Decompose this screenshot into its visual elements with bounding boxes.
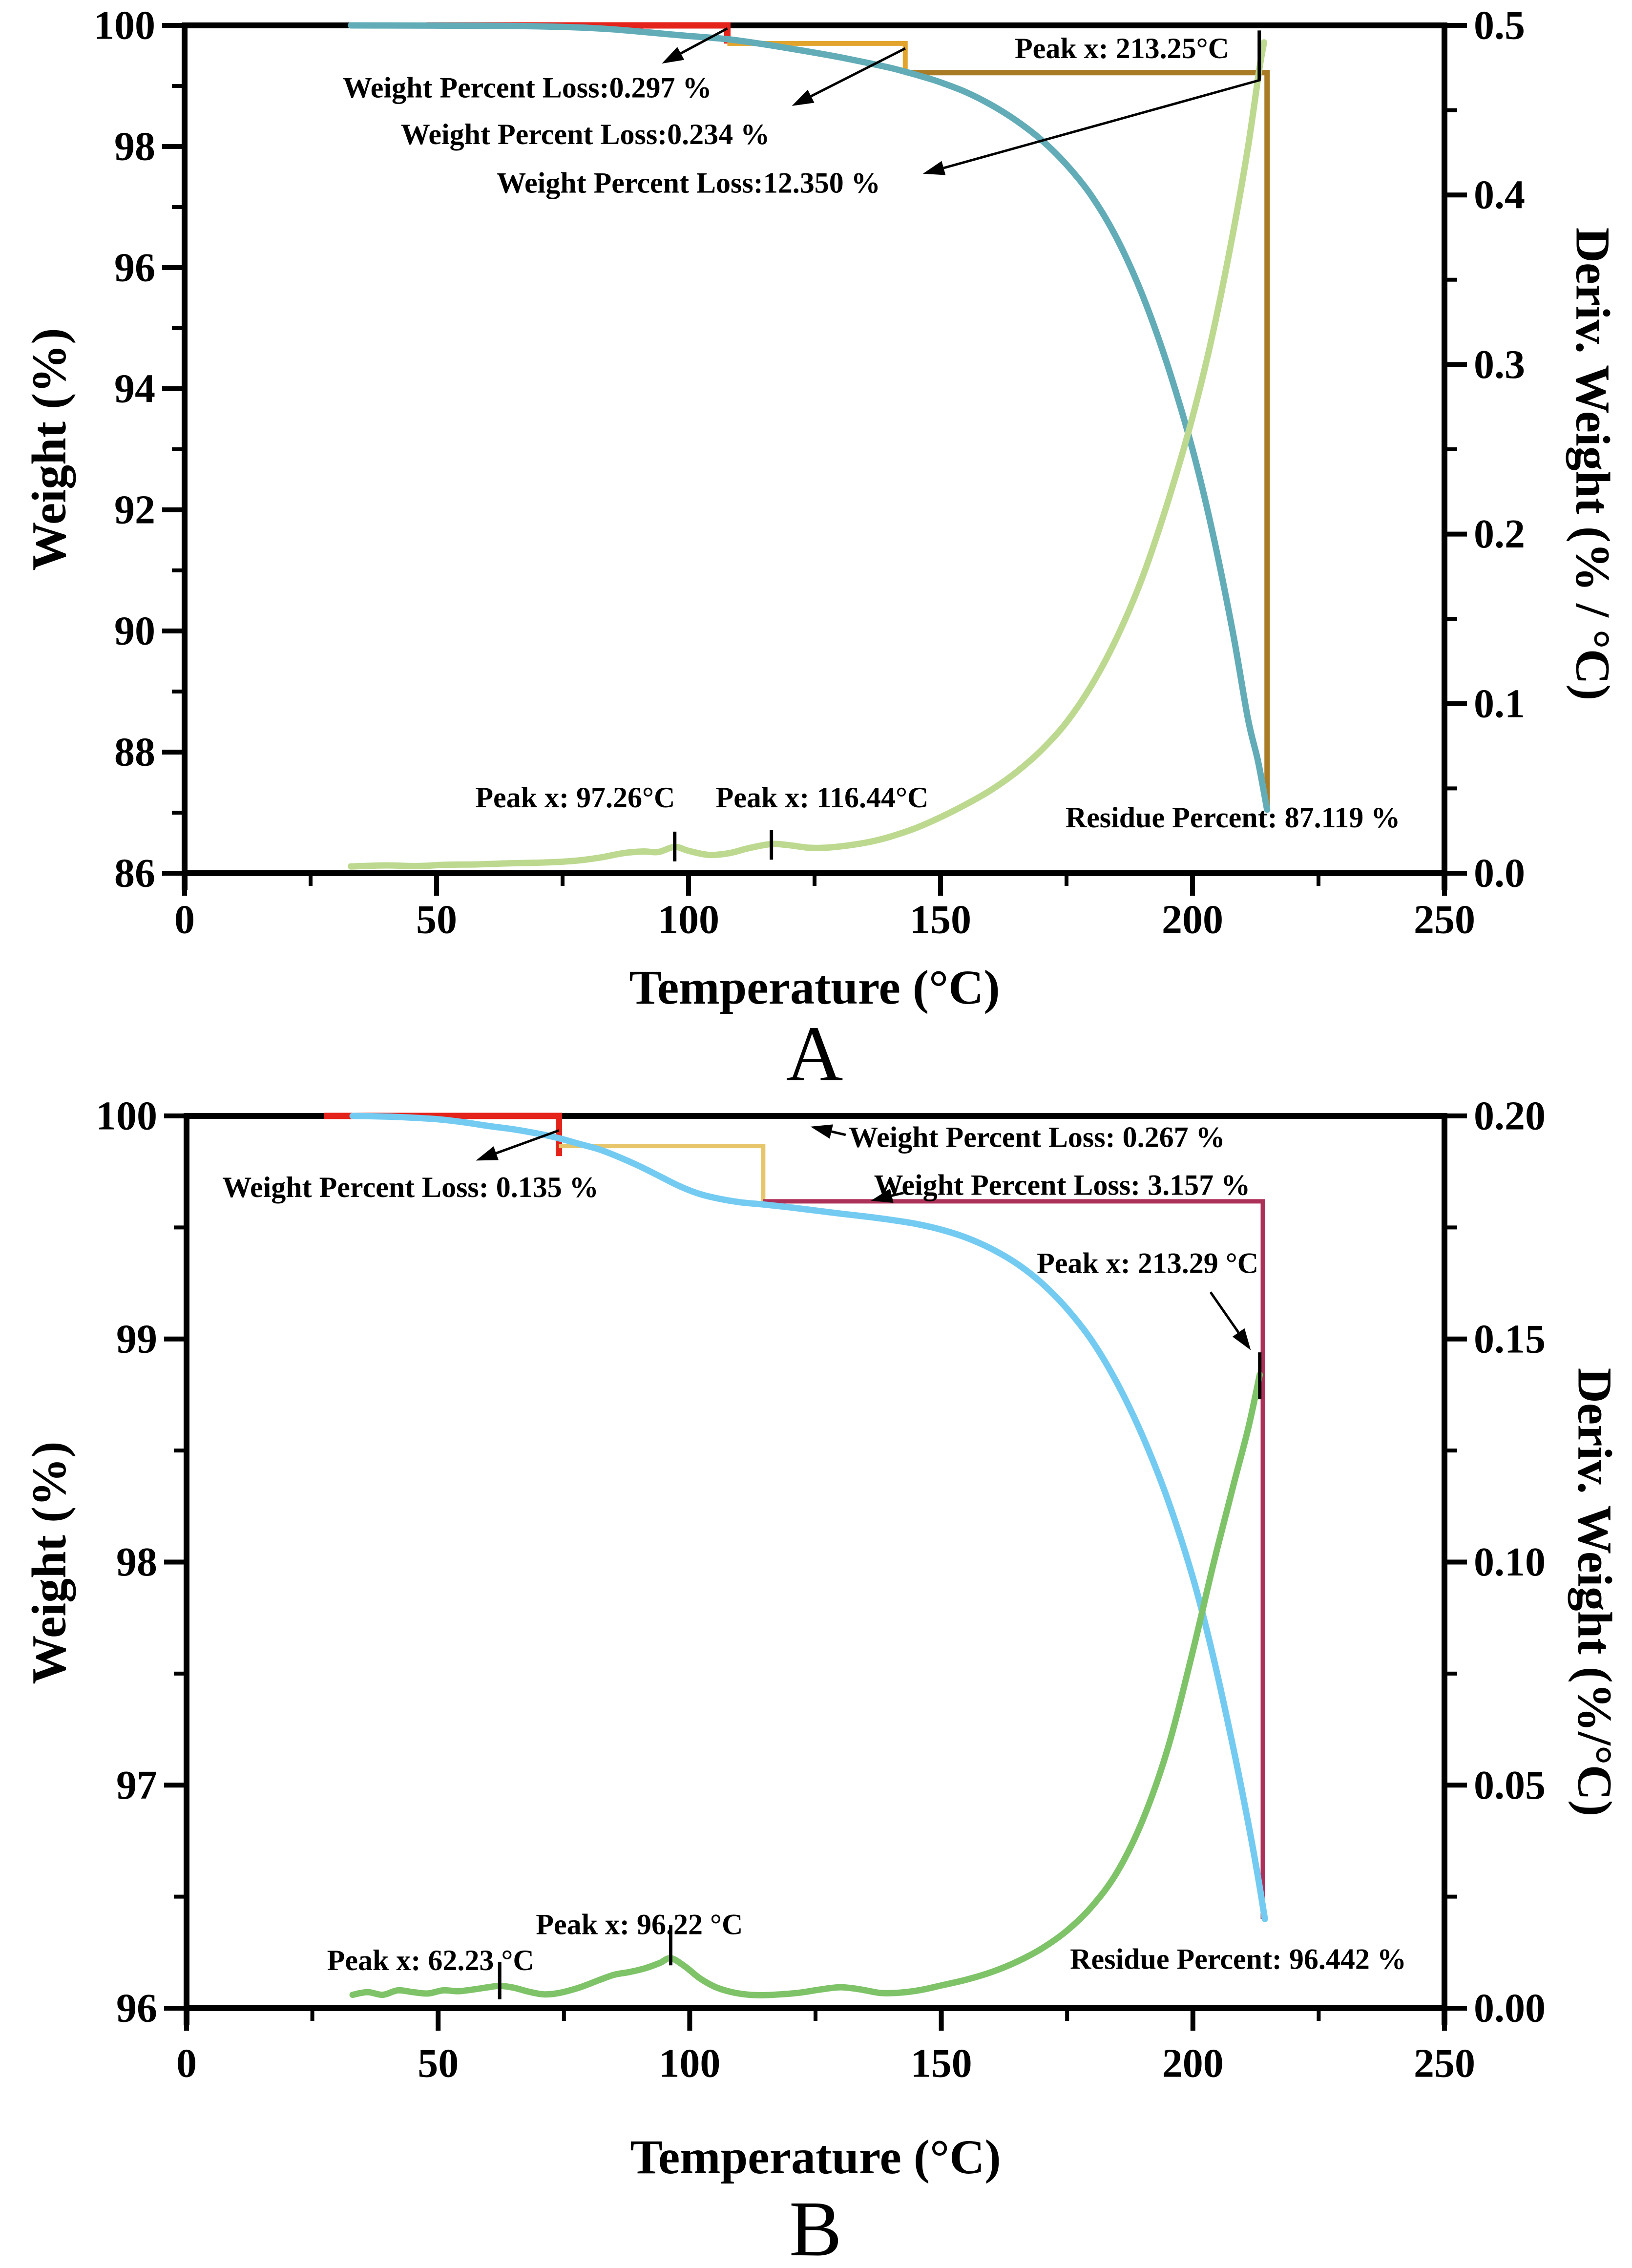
panel-a: 0 50 100 150 200 250 86 88 90 92 94 96 98 100 0.0 0.1 0.… [0, 0, 1632, 1099]
x-axis-title: Temperature (°C) [629, 960, 1000, 1014]
annotation-arrow-head [476, 1146, 499, 1161]
annotation-arrow-head [922, 161, 946, 175]
annotation-text: Peak x: 116.44°C [716, 781, 929, 814]
x-tick-label: 0 [174, 897, 195, 943]
annotation-text: Weight Percent Loss:12.350 % [497, 167, 880, 199]
annotation-text: Peak x: 97.26°C [475, 781, 675, 814]
x-tick-label: 0 [176, 2041, 197, 2086]
annotation-text: Peak x: 96.22 °C [536, 1909, 743, 1941]
annotation-text: Weight Percent Loss:0.297 % [343, 72, 711, 104]
x-tick-label: 150 [910, 897, 971, 943]
weight-loss-bracket-loss-2 [559, 1144, 766, 1201]
y-tick-label: 96 [116, 1986, 157, 2031]
x-tick-label: 100 [658, 897, 719, 943]
x-axis-title: Temperature (°C) [630, 2130, 1001, 2184]
weight-loss-bracket-loss-3 [763, 1199, 1265, 1919]
y-tick-label: 100 [96, 1099, 157, 1139]
panel-letter: A [786, 1010, 843, 1098]
y-tick-label: 88 [114, 730, 155, 775]
y2-tick-label: 0.15 [1474, 1316, 1546, 1362]
annotation-arrow-head [1232, 1328, 1251, 1350]
y-tick-label: 90 [114, 609, 155, 654]
y-axis-title: Weight (%) [22, 1441, 76, 1684]
y-tick-label: 97 [116, 1763, 157, 1808]
annotation-arrow-line [943, 79, 1261, 169]
x-tick-label: 200 [1162, 897, 1223, 943]
dtg-curve [348, 39, 1268, 870]
y2-tick-label: 0.00 [1474, 1986, 1546, 2031]
weight-loss-bracket-loss-3 [905, 70, 1270, 810]
y-axis-title: Weight (%) [22, 328, 76, 570]
annotation-text: Weight Percent Loss: 3.157 % [874, 1169, 1250, 1201]
tg-curve [349, 1113, 1268, 1922]
y2-tick-label: 0.05 [1474, 1763, 1546, 1808]
x-tick-label: 250 [1414, 897, 1475, 943]
tg-curve [348, 22, 1271, 813]
annotation-text: Weight Percent Loss: 0.135 % [222, 1171, 598, 1203]
x-tick-label: 100 [659, 2041, 720, 2086]
annotation-arrow-line [891, 1192, 904, 1197]
y2-tick-label: 0.2 [1474, 511, 1525, 557]
annotation-arrow-head [792, 89, 815, 106]
panel-letter: B [789, 2185, 842, 2268]
annotation-arrow-line [810, 47, 906, 98]
dtg-curve [349, 1371, 1263, 1999]
y-tick-label: 98 [116, 1539, 157, 1585]
y2-tick-label: 0.20 [1474, 1099, 1546, 1139]
y-tick-label: 100 [94, 3, 155, 48]
y2-tick-label: 0.1 [1474, 681, 1525, 726]
x-tick-label: 250 [1414, 2041, 1475, 2086]
annotation-arrow-head [871, 1188, 894, 1203]
y2-tick-label: 0.10 [1474, 1539, 1546, 1585]
x-tick-label: 200 [1162, 2041, 1224, 2086]
y-tick-label: 94 [114, 366, 155, 412]
annotation-text: Peak x: 62.23 °C [327, 1944, 534, 1976]
annotation-arrow-line [495, 1129, 560, 1155]
y2-tick-label: 0.4 [1474, 172, 1525, 218]
x-tick-label: 50 [418, 2041, 459, 2086]
x-tick-label: 150 [911, 2041, 972, 2086]
annotation-arrow-line [680, 27, 728, 55]
annotation-text: Residue Percent: 87.119 % [1066, 801, 1400, 834]
y2-tick-label: 0.5 [1474, 3, 1525, 48]
annotation-text: Weight Percent Loss: 0.267 % [849, 1121, 1225, 1153]
y2-tick-label: 0.0 [1474, 851, 1525, 896]
y2-axis-title: Deriv. Weight (%/°C) [1568, 1368, 1622, 1817]
annotation-text: Residue Percent: 96.442 % [1070, 1943, 1406, 1975]
y2-tick-label: 0.3 [1474, 342, 1525, 387]
y2-axis-title: Deriv. Weight (% / °C) [1566, 228, 1620, 701]
annotation-arrow-head [810, 1124, 833, 1139]
panel-b: 0 50 100 150 200 250 96 97 98 99 100 0.00 0.05 0.10 0.… [0, 1099, 1632, 2268]
annotation-arrow-line [1209, 1291, 1240, 1333]
x-tick-label: 50 [416, 897, 457, 943]
annotation-text: Peak x: 213.25°C [1015, 32, 1229, 64]
y-tick-label: 92 [114, 487, 155, 533]
y-tick-label: 86 [114, 851, 155, 896]
panel-a-chart: 0 50 100 150 200 250 86 88 90 92 94 96 98 100 0.0 0.1 0.… [22, 3, 1620, 1098]
annotation-text: Peak x: 213.29 °C [1037, 1247, 1258, 1279]
y-tick-label: 96 [114, 245, 155, 291]
annotation-text: Weight Percent Loss:0.234 % [401, 118, 770, 150]
panel-b-chart: 0 50 100 150 200 250 96 97 98 99 100 0.00 0.05 0.10 0.… [22, 1099, 1622, 2268]
annotation-arrow-head [662, 47, 685, 64]
annotation-arrow-line [831, 1130, 846, 1136]
weight-loss-bracket-loss-2 [727, 41, 908, 73]
y-tick-label: 98 [114, 124, 155, 169]
y-tick-label: 99 [116, 1316, 157, 1362]
